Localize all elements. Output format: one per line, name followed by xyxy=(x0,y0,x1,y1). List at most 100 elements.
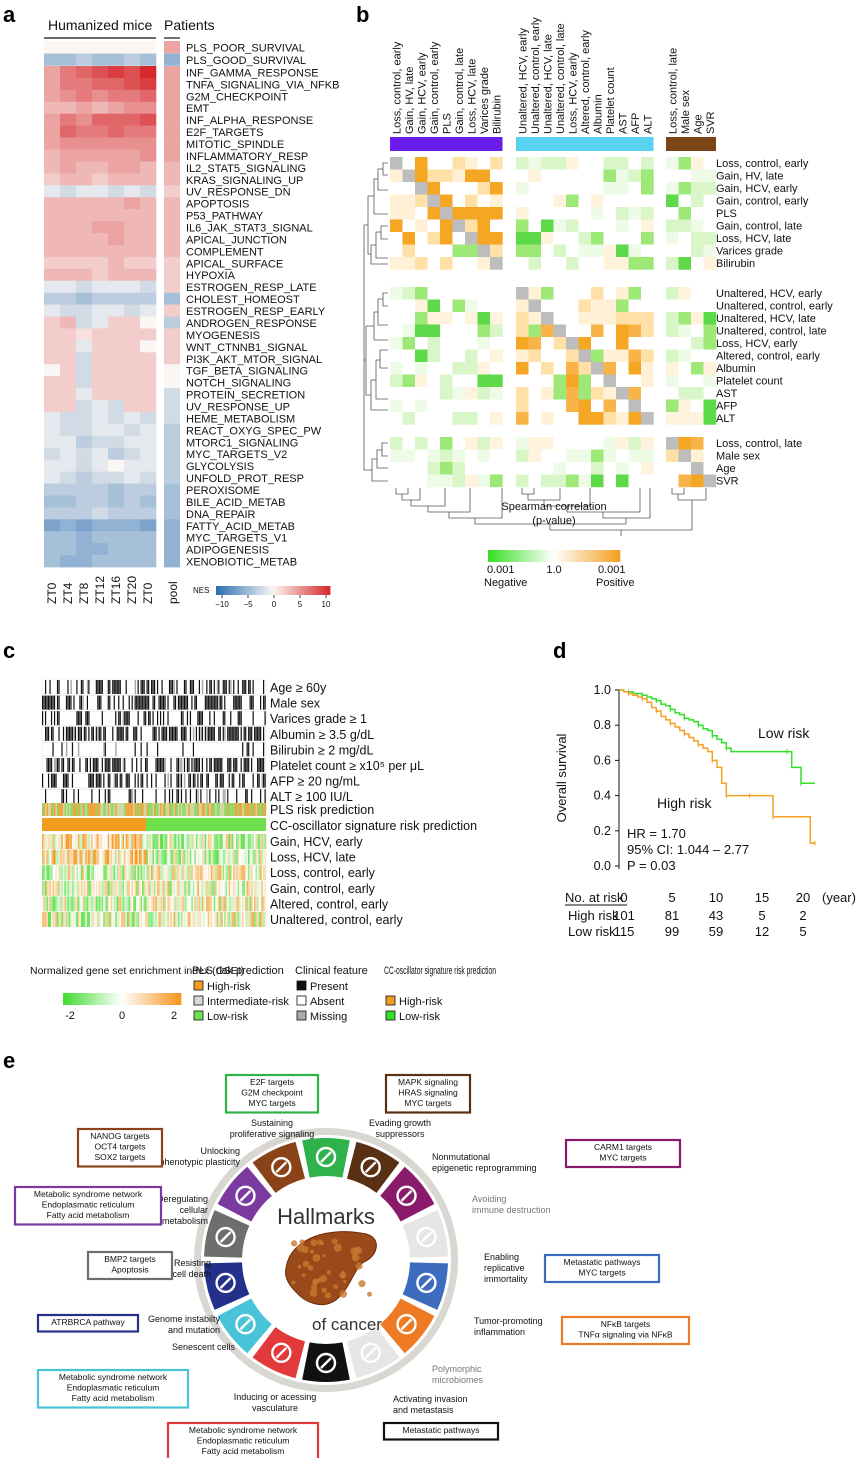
corr-cell xyxy=(528,374,542,388)
binary-bar xyxy=(227,726,229,741)
gene-set-line: Apoptosis xyxy=(111,1265,148,1275)
gsei-cell xyxy=(52,896,55,912)
gsei-cell xyxy=(194,834,197,849)
corr-cell xyxy=(440,437,453,450)
heat-cell xyxy=(140,352,157,365)
corr-cell xyxy=(452,299,466,313)
heat-cell-pool xyxy=(164,101,180,115)
binary-bar xyxy=(89,758,91,772)
liver-nodule xyxy=(297,1264,302,1269)
heat-cell xyxy=(60,519,77,532)
heat-cell xyxy=(92,507,109,520)
corr-cell xyxy=(591,232,604,245)
column-label: ZT0 xyxy=(141,582,155,604)
gsei-cell xyxy=(197,849,199,865)
corr-cell xyxy=(390,474,403,488)
col-label: Altered, control, early xyxy=(580,30,592,134)
row-label: PROTEIN_SECRETION xyxy=(186,390,305,402)
binary-bar xyxy=(76,711,78,726)
row-label: UV_RESPONSE_DN xyxy=(186,187,291,199)
corr-cell xyxy=(603,437,617,450)
icon-glyph xyxy=(320,1151,332,1163)
heat-cell xyxy=(92,244,109,258)
liver-nodule xyxy=(296,1243,305,1252)
corr-cell xyxy=(628,449,642,463)
gene-set-line: HRAS signaling xyxy=(398,1088,458,1098)
legend-swatch xyxy=(567,550,571,562)
row-label: MTORC1_SIGNALING xyxy=(186,437,298,449)
pls-risk-bar xyxy=(50,803,53,816)
heat-cell xyxy=(44,388,61,401)
pls-risk-bar xyxy=(140,803,143,816)
corr-cell xyxy=(578,399,592,413)
gene-set-box xyxy=(564,1138,682,1169)
gsei-cell xyxy=(168,912,171,927)
heat-cell xyxy=(92,471,109,484)
cc-low-risk-bar xyxy=(146,818,266,831)
heat-cell xyxy=(76,495,93,508)
gsei-cell xyxy=(46,896,49,912)
gsei-cell xyxy=(195,896,198,912)
heat-cell-pool xyxy=(164,447,180,460)
corr-cell xyxy=(578,412,592,425)
binary-bar xyxy=(115,758,117,772)
gsei-cell xyxy=(237,865,240,881)
gsei-cell xyxy=(237,834,240,849)
row-label: IL6_JAK_STAT3_SIGNAL xyxy=(186,223,313,235)
corr-cell xyxy=(477,312,491,325)
gsei-cell xyxy=(251,865,253,881)
corr-cell xyxy=(703,449,717,463)
gsei-cell xyxy=(47,880,50,896)
legend-tick-label: 10 xyxy=(322,600,331,609)
corr-cell xyxy=(427,474,441,488)
hallmark-label: Nonmutational epigenetic reprogramming xyxy=(432,1152,537,1173)
x-tick-label: 20 xyxy=(796,890,810,905)
heat-cell xyxy=(140,543,157,556)
gsei-cell xyxy=(179,912,182,927)
corr-cell xyxy=(603,257,617,270)
gsei-cell xyxy=(116,834,119,849)
binary-bar xyxy=(240,695,242,710)
binary-bar xyxy=(209,789,211,804)
gsei-cell xyxy=(77,849,80,865)
gsei-cell xyxy=(82,896,85,912)
binary-bar xyxy=(85,711,87,726)
corr-cell xyxy=(566,337,579,350)
corr-cell xyxy=(477,169,491,183)
binary-bar xyxy=(56,758,59,772)
corr-cell xyxy=(465,157,478,170)
group-label-mice: Humanized mice xyxy=(48,17,152,33)
binary-bar xyxy=(161,695,163,710)
corr-cell xyxy=(415,244,428,258)
row-label: DNA_REPAIR xyxy=(186,509,256,521)
corr-cell xyxy=(427,312,441,325)
binary-bar xyxy=(122,695,124,710)
heat-cell xyxy=(124,459,141,472)
heat-cell xyxy=(108,125,125,138)
corr-cell xyxy=(516,194,529,208)
gsei-cell xyxy=(264,834,267,849)
gsei-cell xyxy=(254,834,256,849)
legend-swatch xyxy=(318,586,322,595)
gsei-cell xyxy=(215,849,217,865)
row-label: BILE_ACID_METAB xyxy=(186,497,285,509)
hallmark-segment xyxy=(380,1298,435,1354)
heat-cell xyxy=(140,400,157,413)
gsei-cell xyxy=(167,880,170,896)
binary-bar xyxy=(95,680,97,694)
gsei-cell xyxy=(67,849,70,865)
binary-bar xyxy=(182,742,184,757)
gsei-cell xyxy=(222,865,225,881)
corr-cell xyxy=(477,412,491,425)
heat-cell-pool xyxy=(164,471,180,484)
binary-bar xyxy=(104,789,106,804)
gsei-cell xyxy=(86,880,89,896)
binary-bar xyxy=(62,773,65,788)
gsei-cell xyxy=(260,880,262,896)
corr-cell xyxy=(465,449,478,463)
binary-bar xyxy=(251,758,253,772)
row-label: AST xyxy=(716,388,738,400)
gsei-cell xyxy=(258,834,261,849)
legend-swatch xyxy=(270,586,274,595)
gsei-cell xyxy=(182,849,185,865)
